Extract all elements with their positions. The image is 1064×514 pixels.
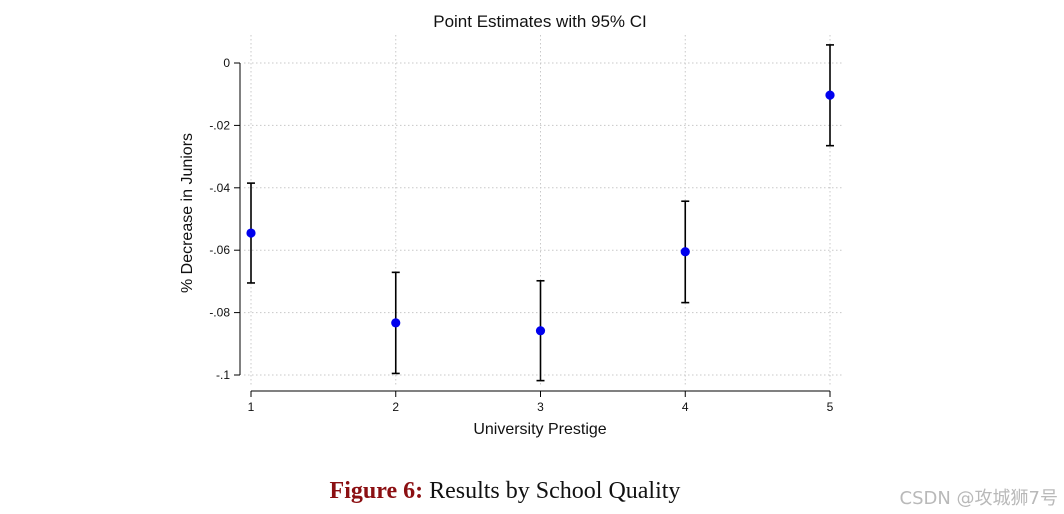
figure-caption: Figure 6: Results by School Quality: [0, 478, 1010, 505]
x-tick-label: 5: [827, 400, 834, 414]
data-marks: [246, 44, 835, 382]
axes: [234, 62, 831, 397]
figure-caption-text: Results by School Quality: [429, 478, 681, 504]
point-estimate: [825, 90, 835, 100]
y-tick-label: 0: [223, 56, 230, 70]
x-tick-label: 1: [248, 400, 255, 414]
y-tick-label: -.06: [209, 243, 230, 257]
chart-title: Point Estimates with 95% CI: [433, 12, 647, 31]
figure-caption-label: Figure 6:: [329, 478, 424, 504]
y-tick-label: -.1: [216, 368, 230, 382]
gridlines: [244, 35, 843, 387]
x-tick-label: 4: [682, 400, 689, 414]
y-tick-label: -.04: [209, 181, 230, 195]
chart-area: 0 -.02 -.04 -.06 -.08 -.1 1 2 3 4 5 Point Estimate…: [179, 12, 843, 438]
x-tick-label: 2: [392, 400, 399, 414]
point-estimate: [535, 326, 546, 336]
point-estimate: [391, 318, 401, 328]
watermark: CSDN @攻城狮7号: [899, 488, 1059, 509]
y-tick-label: -.08: [209, 306, 230, 320]
x-tick-label: 3: [537, 400, 544, 414]
point-estimate: [680, 247, 690, 257]
y-axis-label: % Decrease in Juniors: [179, 133, 196, 293]
chart-svg: 0 -.02 -.04 -.06 -.08 -.1 1 2 3 4 5 Point Estimate…: [179, 12, 843, 438]
point-estimate: [246, 228, 256, 238]
tick-labels: 0 -.02 -.04 -.06 -.08 -.1 1 2 3 4 5: [209, 56, 833, 414]
y-tick-label: -.02: [209, 118, 230, 132]
x-axis-label: University Prestige: [473, 421, 606, 438]
